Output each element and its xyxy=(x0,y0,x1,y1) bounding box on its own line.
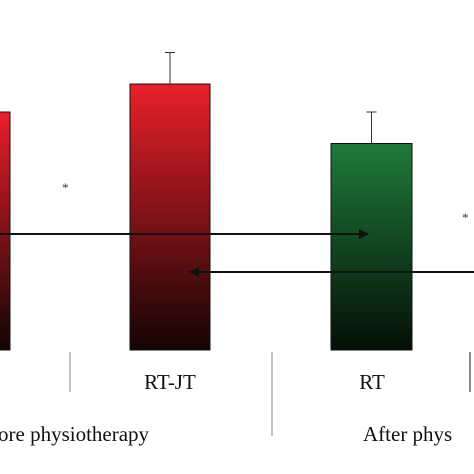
bars-layer xyxy=(0,83,413,351)
group-label-after: After phys xyxy=(363,422,452,446)
significance-marker-1: * xyxy=(62,180,69,195)
significance-marker-2: * xyxy=(462,210,469,225)
x-tick-label-rt-jt: RT-JT xyxy=(144,370,196,394)
x-tick-label-rt: RT xyxy=(359,370,385,394)
bar-rt xyxy=(330,143,413,351)
group-label-before: ore physiotherapy xyxy=(0,422,150,446)
bar-rt-jt xyxy=(129,83,211,351)
bar-partial-0 xyxy=(0,111,11,351)
error-bars-layer xyxy=(165,52,377,144)
